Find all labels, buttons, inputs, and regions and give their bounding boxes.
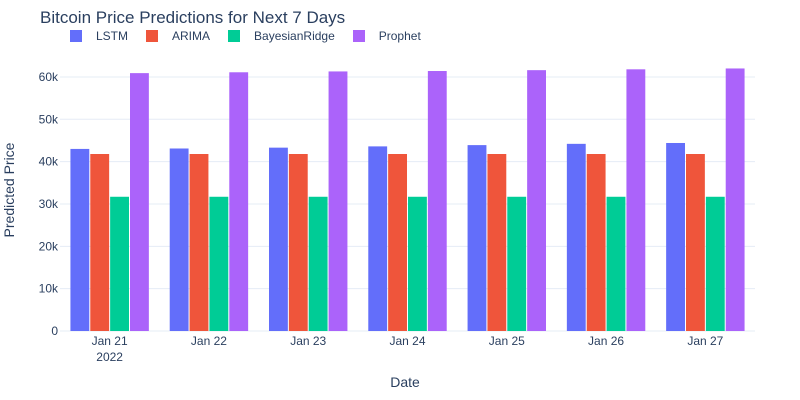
bar-bayesianridge-7[interactable] [705, 196, 725, 331]
bar-bayesianridge-2[interactable] [209, 196, 229, 331]
x-tick-label: Jan 22 [191, 334, 227, 348]
bars [70, 68, 745, 332]
x-tick-label: Jan 23 [290, 334, 326, 348]
bar-lstm-1[interactable] [70, 148, 90, 331]
legend-swatch-bayesianridge [228, 30, 241, 42]
y-tick-label: 40k [39, 155, 59, 169]
legend-label-arima: ARIMA [172, 29, 211, 43]
legend-item-lstm[interactable]: LSTM [70, 29, 128, 43]
bar-prophet-3[interactable] [328, 71, 348, 332]
bar-bayesianridge-3[interactable] [308, 196, 328, 331]
legend-swatch-lstm [70, 30, 82, 42]
x-tick-year-label: 2022 [96, 350, 123, 364]
bar-lstm-7[interactable] [666, 142, 685, 331]
bar-lstm-5[interactable] [467, 145, 487, 331]
bar-lstm-4[interactable] [368, 146, 388, 331]
legend-label-lstm: LSTM [96, 29, 129, 43]
legend-item-arima[interactable]: ARIMA [146, 29, 210, 43]
bar-arima-7[interactable] [686, 154, 705, 331]
gridlines [60, 76, 755, 332]
bar-lstm-3[interactable] [269, 147, 288, 331]
bar-prophet-5[interactable] [527, 70, 546, 331]
bar-bayesianridge-6[interactable] [606, 196, 626, 331]
x-tick-label: Jan 21 [92, 334, 128, 348]
y-tick-label: 0 [51, 324, 58, 338]
x-tick-label: Jan 26 [588, 334, 624, 348]
y-tick-label: 50k [39, 112, 59, 126]
bar-arima-1[interactable] [90, 154, 110, 331]
bar-lstm-6[interactable] [566, 143, 586, 331]
legend-item-bayesianridge[interactable]: BayesianRidge [228, 29, 335, 43]
y-tick-label: 10k [39, 282, 59, 296]
y-tick-label: 60k [39, 70, 59, 84]
bar-prophet-1[interactable] [130, 73, 149, 332]
x-tick-label: Jan 24 [389, 334, 425, 348]
legend-swatch-prophet [352, 30, 365, 42]
bar-bayesianridge-5[interactable] [507, 196, 527, 331]
bar-arima-6[interactable] [586, 154, 606, 331]
bar-lstm-2[interactable] [169, 148, 189, 331]
y-tick-label: 20k [39, 239, 59, 253]
x-axis-title: Date [390, 374, 420, 390]
bar-bayesianridge-4[interactable] [408, 196, 427, 331]
bar-arima-4[interactable] [388, 154, 407, 331]
bar-arima-2[interactable] [189, 154, 209, 331]
x-tick-label: Jan 25 [489, 334, 525, 348]
bar-prophet-2[interactable] [229, 72, 249, 331]
bar-arima-3[interactable] [288, 154, 308, 331]
chart-title: Bitcoin Price Predictions for Next 7 Day… [40, 8, 346, 27]
bar-arima-5[interactable] [487, 154, 507, 331]
bar-bayesianridge-1[interactable] [110, 196, 129, 331]
bar-prophet-4[interactable] [427, 71, 447, 332]
legend-item-prophet[interactable]: Prophet [352, 29, 421, 43]
x-tick-label: Jan 27 [687, 334, 723, 348]
y-tick-label: 30k [39, 197, 59, 211]
legend-label-bayesianridge: BayesianRidge [254, 29, 335, 43]
y-axis-title: Predicted Price [1, 142, 17, 237]
bar-prophet-6[interactable] [626, 69, 646, 332]
legend-label-prophet: Prophet [378, 29, 421, 43]
legend: LSTM ARIMA BayesianRidge Prophet [70, 29, 439, 43]
bar-prophet-7[interactable] [725, 68, 745, 331]
legend-swatch-arima [146, 30, 159, 42]
tick-labels: 0 10k 20k 30k 40k 50k 60k Jan 21 2022 Jan 22 Jan 2… [39, 70, 724, 364]
